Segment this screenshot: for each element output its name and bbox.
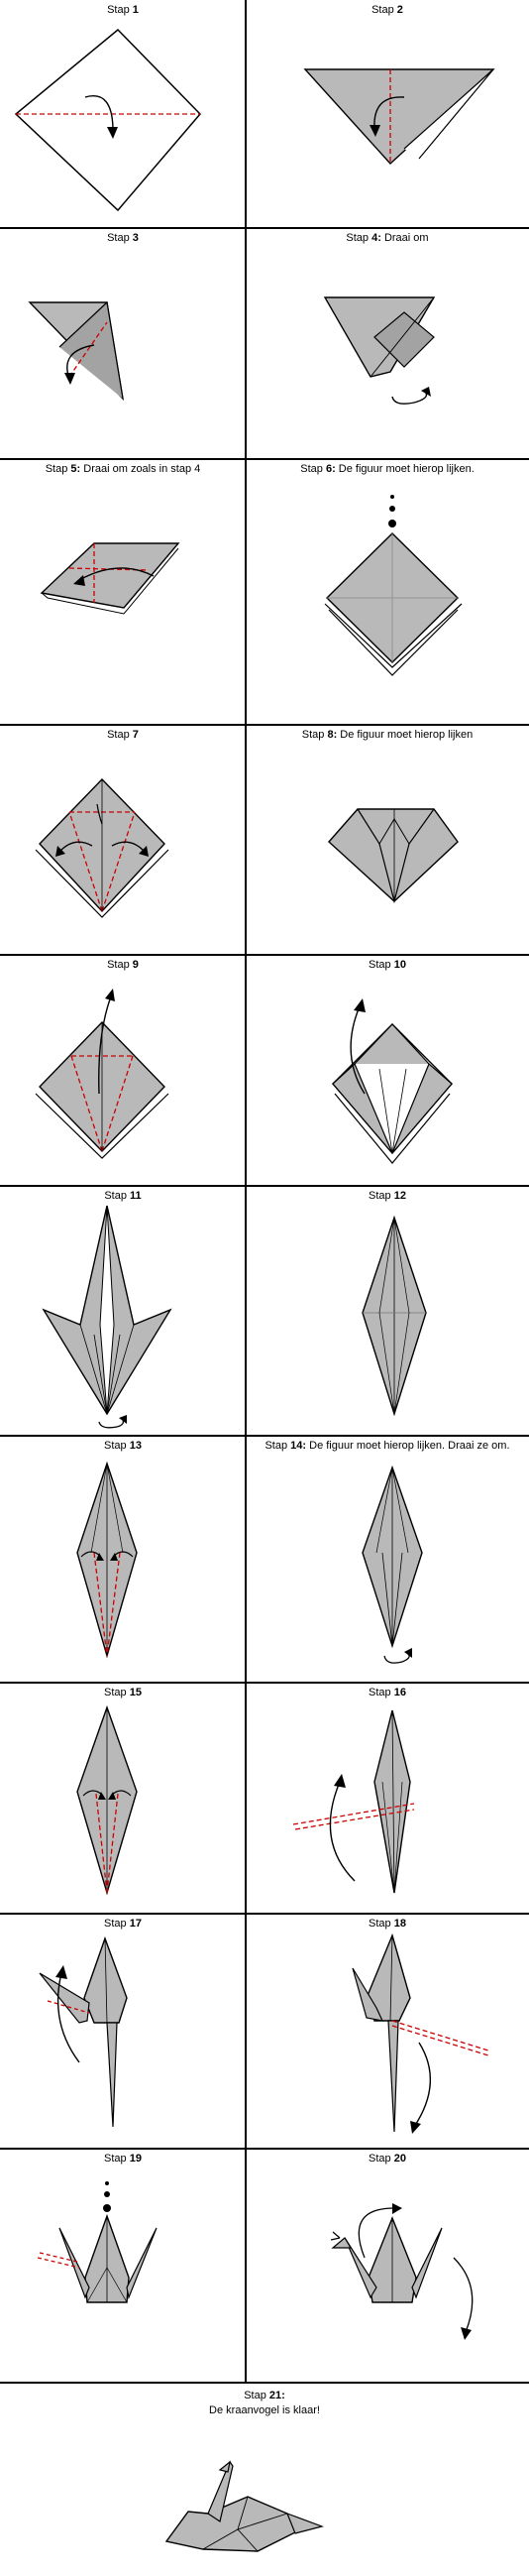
step-11-caption: Stap 11 bbox=[104, 1190, 142, 1202]
step-4-diagram bbox=[323, 296, 436, 405]
step-3-triangle-diagram bbox=[28, 300, 125, 402]
step-8: Stap 8: De figuur moet hierop lijken bbox=[246, 725, 529, 955]
step-7-caption: Stap 7 bbox=[107, 729, 139, 741]
step-6-caption: Stap 6: De figuur moet hierop lijken. bbox=[300, 463, 475, 475]
step-7-diagram bbox=[35, 777, 169, 918]
step-15: Stap 15 bbox=[0, 1683, 246, 1914]
step-5: Stap 5: Draai om zoals in stap 4 bbox=[0, 459, 246, 725]
step-18-diagram bbox=[352, 1932, 489, 2134]
step-19-caption: Stap 19 bbox=[104, 2153, 142, 2165]
step-8-caption: Stap 8: De figuur moet hierop lijken bbox=[301, 729, 474, 741]
step-2-caption: Stap 2 bbox=[371, 4, 403, 16]
step-19-diagram bbox=[37, 2181, 158, 2303]
step-20-caption: Stap 20 bbox=[369, 2153, 406, 2165]
step-1-caption: Stap 1 bbox=[107, 4, 139, 16]
step-3: Stap 3 bbox=[0, 228, 246, 459]
step-2-triangle-diagram bbox=[303, 68, 495, 165]
step-9-diagram bbox=[35, 989, 169, 1159]
step-21-caption: Stap 21: De kraanvogel is klaar! bbox=[209, 2390, 320, 2416]
step-13: Stap 13 bbox=[0, 1436, 246, 1683]
step-7: Stap 7 bbox=[0, 725, 246, 955]
step-4-caption: Stap 4: Draai om bbox=[346, 232, 429, 244]
step-12: Stap 12 bbox=[246, 1186, 529, 1436]
step-4: Stap 4: Draai om bbox=[246, 228, 529, 459]
step-14: Stap 14: De figuur moet hierop lijken. D… bbox=[246, 1436, 529, 1683]
final-message: De kraanvogel is klaar! bbox=[209, 2404, 320, 2416]
step-6: Stap 6: De figuur moet hierop lijken. bbox=[246, 459, 529, 725]
step-17: Stap 17 bbox=[0, 1914, 246, 2149]
step-20: Stap 20 bbox=[246, 2149, 529, 2383]
step-12-caption: Stap 12 bbox=[369, 1190, 406, 1202]
step-15-diagram bbox=[76, 1704, 138, 1896]
step-11-diagram bbox=[42, 1205, 172, 1429]
step-1: Stap 1 bbox=[0, 0, 246, 228]
step-9: Stap 9 bbox=[0, 955, 246, 1186]
step-14-caption: Stap 14: De figuur moet hierop lijken. D… bbox=[264, 1440, 510, 1452]
step-14-diagram bbox=[362, 1464, 423, 1664]
step-11: Stap 11 bbox=[0, 1186, 246, 1436]
step-6-diagram bbox=[324, 495, 463, 676]
step-12-diagram bbox=[362, 1215, 427, 1417]
step-10-diagram bbox=[332, 998, 453, 1164]
step-18-caption: Stap 18 bbox=[369, 1918, 406, 1930]
step-15-caption: Stap 15 bbox=[104, 1687, 142, 1698]
step-5-caption: Stap 5: Draai om zoals in stap 4 bbox=[45, 463, 201, 475]
step-2: Stap 2 bbox=[246, 0, 529, 228]
step-17-diagram bbox=[39, 1935, 128, 2128]
step-9-caption: Stap 9 bbox=[107, 959, 139, 971]
step-8-diagram bbox=[328, 808, 459, 904]
step-13-diagram bbox=[76, 1461, 138, 1659]
step-21-final: Stap 21: De kraanvogel is klaar! bbox=[0, 2383, 529, 2576]
step-13-caption: Stap 13 bbox=[104, 1440, 142, 1452]
step-20-diagram bbox=[330, 2203, 474, 2340]
step-10: Stap 10 bbox=[246, 955, 529, 1186]
step-16: Stap 16 bbox=[246, 1683, 529, 1914]
step-17-caption: Stap 17 bbox=[104, 1918, 142, 1930]
step-3-caption: Stap 3 bbox=[107, 232, 139, 244]
finished-crane-diagram bbox=[164, 2460, 324, 2552]
step-18: Stap 18 bbox=[246, 1914, 529, 2149]
step-10-caption: Stap 10 bbox=[369, 959, 406, 971]
step-1-square-diagram bbox=[14, 28, 202, 212]
step-19: Stap 19 bbox=[0, 2149, 246, 2383]
step-5-diagram bbox=[40, 542, 180, 615]
step-16-caption: Stap 16 bbox=[369, 1687, 406, 1698]
step-16-diagram bbox=[292, 1709, 415, 1894]
